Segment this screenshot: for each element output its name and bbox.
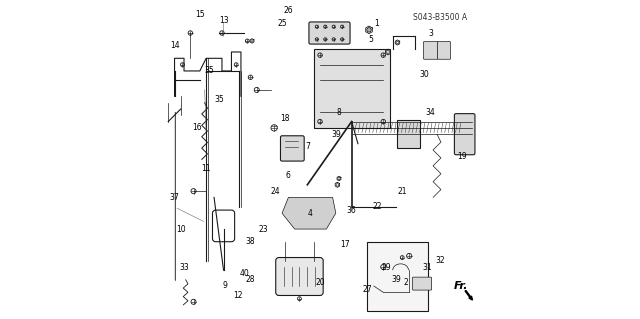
Text: 16: 16 — [192, 123, 202, 132]
Text: 18: 18 — [280, 114, 290, 123]
Text: 9: 9 — [223, 281, 228, 291]
Text: 1: 1 — [374, 19, 380, 28]
Text: 24: 24 — [271, 187, 280, 196]
Text: 27: 27 — [363, 285, 372, 294]
Text: 6: 6 — [286, 171, 291, 180]
Bar — [367, 242, 428, 311]
Text: 7: 7 — [305, 142, 310, 151]
Circle shape — [367, 28, 371, 32]
Text: 15: 15 — [195, 10, 205, 19]
Text: 17: 17 — [340, 241, 350, 249]
Text: 11: 11 — [202, 165, 211, 174]
Text: S043-B3500 A: S043-B3500 A — [413, 13, 467, 22]
Text: 39: 39 — [331, 130, 340, 139]
FancyBboxPatch shape — [424, 41, 438, 59]
FancyBboxPatch shape — [397, 120, 420, 148]
Text: 31: 31 — [422, 263, 433, 271]
Text: 14: 14 — [170, 41, 179, 50]
Text: 2: 2 — [403, 278, 408, 287]
Text: 35: 35 — [204, 66, 214, 76]
FancyBboxPatch shape — [280, 136, 304, 161]
Text: 25: 25 — [277, 19, 287, 28]
Polygon shape — [282, 197, 336, 229]
FancyBboxPatch shape — [309, 22, 350, 44]
FancyBboxPatch shape — [454, 114, 475, 155]
Text: 4: 4 — [308, 209, 313, 218]
Text: Fr.: Fr. — [454, 281, 468, 291]
Text: 13: 13 — [219, 16, 228, 25]
FancyBboxPatch shape — [412, 277, 431, 290]
Polygon shape — [314, 49, 390, 128]
Text: 3: 3 — [428, 28, 433, 38]
Text: 40: 40 — [239, 269, 249, 278]
Text: 21: 21 — [397, 187, 407, 196]
Text: 5: 5 — [368, 35, 373, 44]
Text: 39: 39 — [391, 275, 401, 284]
Text: 30: 30 — [419, 70, 429, 78]
Text: 33: 33 — [179, 263, 189, 271]
Text: 37: 37 — [170, 193, 179, 202]
Text: 26: 26 — [284, 6, 293, 15]
FancyBboxPatch shape — [276, 257, 323, 295]
FancyBboxPatch shape — [438, 41, 451, 59]
Text: 8: 8 — [337, 108, 341, 116]
Text: 34: 34 — [426, 108, 436, 116]
Text: 23: 23 — [259, 225, 268, 234]
Text: 28: 28 — [246, 275, 255, 284]
Text: 12: 12 — [233, 291, 243, 300]
Text: 32: 32 — [435, 256, 445, 265]
Text: 35: 35 — [214, 95, 224, 104]
Text: 22: 22 — [372, 203, 381, 211]
Text: 10: 10 — [176, 225, 186, 234]
Text: 19: 19 — [458, 152, 467, 161]
Text: 36: 36 — [347, 206, 356, 215]
Text: 29: 29 — [381, 263, 391, 271]
Text: 38: 38 — [246, 237, 255, 246]
FancyArrow shape — [465, 290, 472, 300]
Text: 20: 20 — [315, 278, 325, 287]
